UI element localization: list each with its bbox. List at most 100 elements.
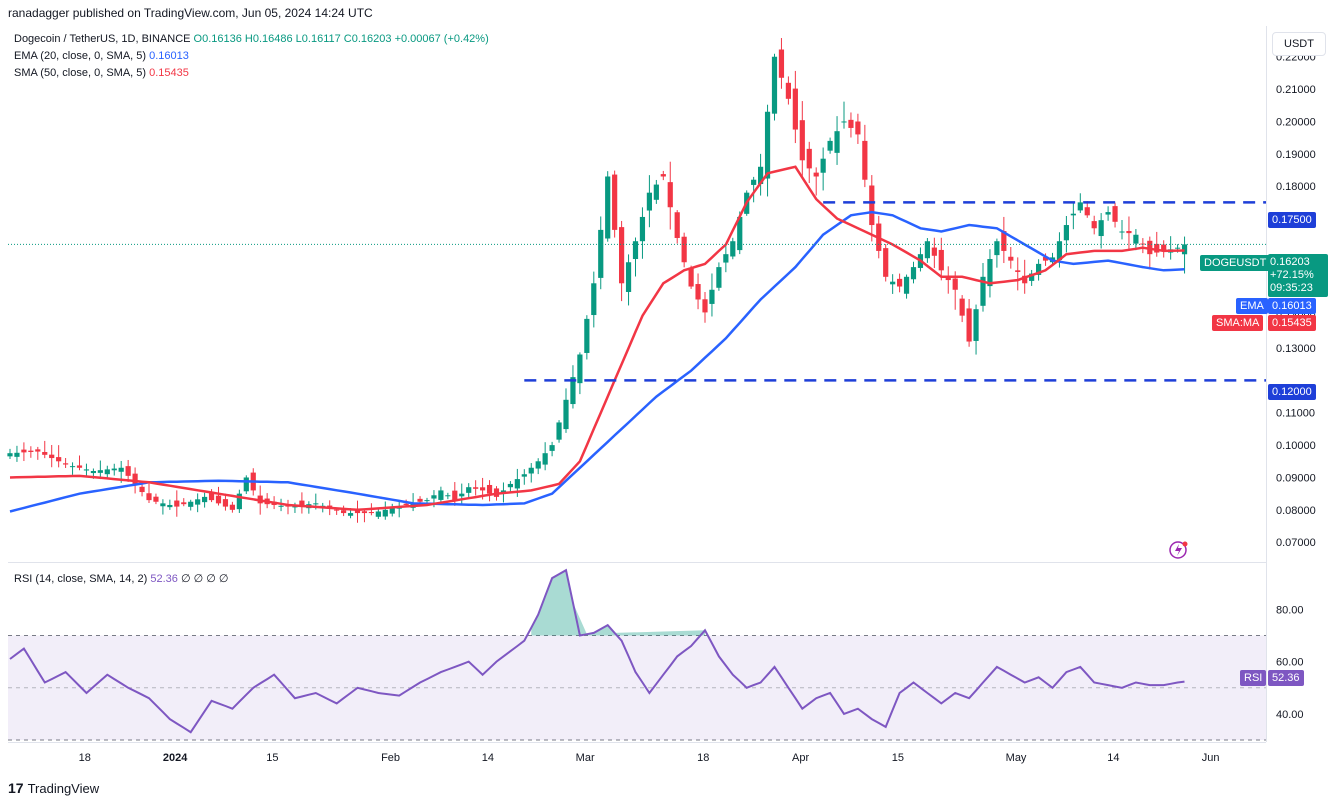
candle-body	[1126, 231, 1132, 234]
candle-body	[146, 493, 152, 501]
candle-body	[660, 174, 666, 177]
rsi-value-tag: 52.36	[1268, 670, 1304, 686]
candle-body	[751, 179, 757, 185]
candle-body	[361, 511, 368, 514]
candle-body	[215, 495, 222, 504]
candle-body	[598, 229, 604, 278]
candle-body	[354, 510, 361, 514]
price-tick-label: 0.19000	[1276, 149, 1316, 161]
candle-body	[507, 483, 513, 488]
ema-value-tag: 0.16013	[1268, 298, 1316, 314]
candle-body	[63, 463, 69, 465]
sma-legend[interactable]: SMA (50, close, 0, SMA, 5) 0.15435	[14, 67, 189, 79]
candle-body	[76, 465, 83, 468]
candle-body	[382, 509, 388, 517]
candle-body	[1042, 256, 1049, 261]
candle-body	[799, 120, 805, 161]
candle-body	[737, 216, 743, 251]
candle-body	[1175, 247, 1181, 249]
candle-body	[1001, 231, 1007, 251]
alert-lightning-icon[interactable]	[1169, 541, 1188, 559]
candle-body	[945, 277, 951, 281]
candle-body	[848, 119, 854, 128]
candle-body	[243, 477, 249, 492]
candle-body	[709, 289, 715, 304]
candle-body	[118, 467, 124, 472]
candle-body	[1015, 270, 1021, 272]
sma-line	[9, 165, 1185, 512]
candle-body	[806, 148, 812, 169]
candle-body	[90, 471, 96, 474]
tradingview-logo-icon: 17	[8, 780, 24, 796]
candle-body	[1022, 275, 1028, 284]
ema-line	[9, 210, 1185, 513]
candle-body	[389, 508, 395, 514]
candle-body	[139, 486, 145, 493]
candle-body	[764, 111, 771, 179]
sma-label: SMA (50, close, 0, SMA, 5)	[14, 67, 147, 79]
candle-body	[21, 449, 27, 453]
candle-body	[625, 262, 632, 292]
candle-body	[104, 469, 110, 475]
price-tag-countdown: 09:35:23	[1270, 282, 1313, 294]
price-tick-label: 0.18000	[1276, 181, 1316, 193]
candle-body	[97, 470, 103, 473]
candle-body	[1105, 212, 1111, 215]
candle-body	[862, 140, 868, 180]
ohlc-values: O0.16136 H0.16486 L0.16117 C0.16203 +0.0…	[193, 33, 489, 45]
candle-body	[160, 503, 166, 507]
price-tick-label: 0.11000	[1276, 408, 1315, 420]
tradingview-brand: TradingView	[27, 781, 100, 796]
candle-body	[480, 487, 486, 491]
candle-body	[445, 495, 451, 497]
time-tick-label: 15	[266, 752, 278, 764]
candle-body	[1181, 244, 1188, 255]
candle-body	[132, 473, 138, 484]
candle-body	[514, 479, 520, 489]
candle-body	[883, 248, 889, 277]
rsi-value-legend: 52.36	[150, 573, 178, 585]
candle-body	[299, 500, 305, 505]
candle-body	[771, 56, 778, 114]
candle-body	[639, 216, 646, 242]
candle-body	[973, 309, 979, 341]
candle-body	[14, 452, 20, 457]
candle-body	[1161, 244, 1167, 251]
rsi-pane[interactable]	[8, 563, 1266, 740]
currency-button[interactable]: USDT	[1272, 32, 1326, 56]
candle-body	[459, 493, 465, 497]
candle-body	[841, 121, 847, 123]
ema-legend[interactable]: EMA (20, close, 0, SMA, 5) 0.16013	[14, 50, 189, 62]
tradingview-logo[interactable]: 17 TradingView	[8, 780, 99, 796]
candle-body	[1133, 234, 1139, 244]
candle-body	[723, 254, 729, 263]
candle-body	[1098, 220, 1104, 237]
candle-body	[229, 504, 235, 510]
candle-body	[403, 503, 409, 505]
candle-body	[153, 496, 159, 502]
time-tick-label: Feb	[381, 752, 400, 764]
candle-body	[1147, 240, 1153, 255]
candle-body	[528, 467, 534, 474]
candle-body	[1091, 221, 1097, 229]
price-tick-label: 0.20000	[1276, 116, 1316, 128]
price-tick-label: 0.08000	[1276, 505, 1316, 517]
sma-value-tag: 0.15435	[1268, 315, 1316, 331]
candle-body	[56, 457, 62, 462]
time-tick-label: 14	[482, 752, 494, 764]
price-tick-label: 0.09000	[1276, 472, 1316, 484]
candle-body	[612, 174, 618, 230]
candle-body	[341, 510, 347, 514]
candle-body	[83, 469, 90, 471]
candle-body	[1070, 213, 1076, 216]
candle-body	[591, 283, 597, 316]
rsi-legend[interactable]: RSI (14, close, SMA, 14, 2) 52.36 ∅ ∅ ∅ …	[14, 572, 228, 585]
candle-body	[417, 498, 423, 502]
price-tick-label: 0.21000	[1276, 84, 1316, 96]
candle-body	[473, 487, 479, 489]
symbol-legend[interactable]: Dogecoin / TetherUS, 1D, BINANCE O0.1613…	[14, 33, 489, 45]
candle-body	[931, 247, 937, 256]
main-pane[interactable]	[8, 26, 1266, 562]
